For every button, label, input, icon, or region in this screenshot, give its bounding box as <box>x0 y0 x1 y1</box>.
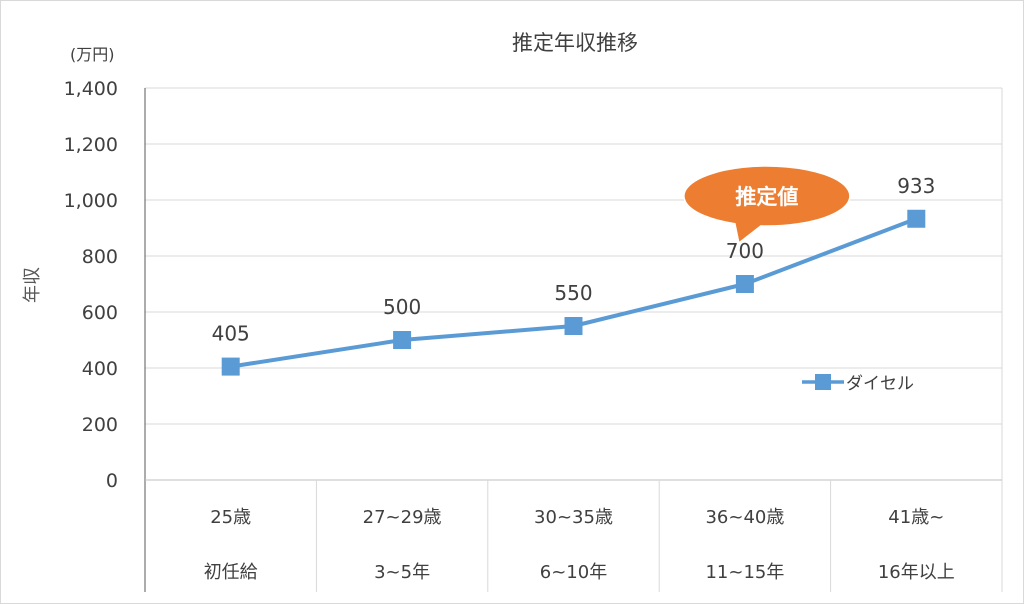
category-label-secondary: 3~5年 <box>374 562 430 583</box>
unit-label: (万円) <box>70 45 115 64</box>
y-tick-label: 800 <box>82 246 118 268</box>
annotation-callout: 推定値 <box>683 165 851 245</box>
axes <box>144 87 1003 592</box>
data-point-marker <box>564 317 583 335</box>
legend-marker <box>815 374 831 390</box>
legend: ダイセル <box>802 374 914 394</box>
y-tick-label: 600 <box>82 302 118 324</box>
data-label: 700 <box>726 239 764 263</box>
category-label-primary: 27~29歳 <box>363 507 442 528</box>
y-axis-label: 年収 <box>22 267 43 303</box>
data-label: 933 <box>897 174 935 198</box>
data-point-marker <box>907 209 926 228</box>
series-lines <box>221 209 926 376</box>
y-tick-label: 1,200 <box>64 134 118 156</box>
category-label-primary: 41歳~ <box>888 507 944 528</box>
y-tick-label: 200 <box>82 414 118 436</box>
data-point-marker <box>221 357 240 376</box>
category-label-primary: 30~35歳 <box>534 507 613 528</box>
legend-series-name: ダイセル <box>846 374 914 394</box>
category-label-primary: 36~40歳 <box>705 507 784 528</box>
y-tick-label: 1,400 <box>64 78 118 100</box>
data-label: 405 <box>212 322 250 346</box>
data-point-marker <box>735 275 754 293</box>
category-label-primary: 25歳 <box>210 507 251 528</box>
category-label-secondary: 初任給 <box>204 562 258 583</box>
data-label: 500 <box>383 295 421 319</box>
y-tick-label: 400 <box>82 358 118 380</box>
data-label: 550 <box>554 281 592 305</box>
y-tick-label: 1,000 <box>64 190 118 212</box>
data-labels: 405 500 550 700 933 <box>212 174 936 346</box>
callout-text: 推定値 <box>735 185 798 209</box>
y-tick-label: 0 <box>106 470 118 492</box>
data-point-marker <box>393 331 412 349</box>
callout-bubble <box>683 165 851 245</box>
category-label-secondary: 11~15年 <box>705 562 784 583</box>
category-label-secondary: 16年以上 <box>878 562 955 583</box>
chart-title: 推定年収推移 <box>512 31 638 55</box>
category-label-secondary: 6~10年 <box>540 562 607 583</box>
y-tick-labels: 0 200 400 600 800 1,000 1,200 1,400 <box>64 78 118 492</box>
